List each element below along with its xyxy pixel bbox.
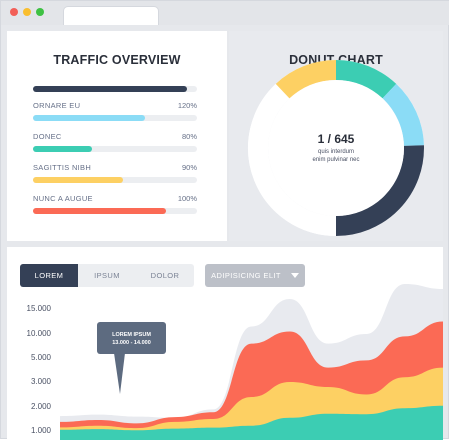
traffic-item-bar-fill bbox=[33, 146, 92, 152]
close-window-dot-icon[interactable] bbox=[10, 8, 18, 16]
donut-chart-panel: DONUT CHART 1 / 645 quis interdum enim p… bbox=[229, 31, 443, 241]
window-titlebar bbox=[1, 1, 449, 25]
tooltip-pointer bbox=[114, 353, 126, 395]
total-traffic-bar bbox=[33, 86, 197, 92]
traffic-item-bar bbox=[33, 208, 197, 214]
donut-center-value: 1 / 645 bbox=[286, 132, 386, 146]
traffic-item-bar bbox=[33, 115, 197, 121]
traffic-item-label: DONEC bbox=[33, 132, 62, 141]
browser-tab[interactable] bbox=[63, 6, 159, 25]
traffic-item-percent: 90% bbox=[182, 163, 197, 172]
tooltip-range: 13.000 - 14.000 bbox=[97, 339, 166, 347]
traffic-item-bar bbox=[33, 177, 197, 183]
traffic-item-percent: 100% bbox=[178, 194, 197, 203]
traffic-item-bar-fill bbox=[33, 177, 123, 183]
area-chart-panel: LOREM IPSUM DOLOR ADIPISICING ELIT 15.00… bbox=[7, 247, 443, 440]
traffic-item-label: NUNC A AUGUE bbox=[33, 194, 93, 203]
chart-tooltip: LOREM IPSUM 13.000 - 14.000 bbox=[97, 322, 166, 354]
tooltip-title: LOREM IPSUM bbox=[97, 331, 166, 339]
traffic-overview-panel: TRAFFIC OVERVIEW ORNARE EU 120% DONEC 80% SA… bbox=[7, 31, 227, 241]
traffic-item-bar-fill bbox=[33, 115, 145, 121]
donut-center-caption-1: quis interdum bbox=[286, 149, 386, 155]
traffic-item-label: SAGITTIS NIBH bbox=[33, 163, 91, 172]
total-traffic-bar-fill bbox=[33, 86, 187, 92]
area-chart bbox=[7, 247, 443, 440]
traffic-item-bar bbox=[33, 146, 197, 152]
traffic-item-bar-fill bbox=[33, 208, 166, 214]
donut-center bbox=[268, 80, 404, 216]
traffic-item-label: ORNARE EU bbox=[33, 101, 80, 110]
traffic-overview-title: TRAFFIC OVERVIEW bbox=[7, 53, 227, 67]
maximize-window-dot-icon[interactable] bbox=[36, 8, 44, 16]
traffic-item-percent: 120% bbox=[178, 101, 197, 110]
minimize-window-dot-icon[interactable] bbox=[23, 8, 31, 16]
donut-center-caption-2: enim pulvinar nec bbox=[286, 157, 386, 163]
traffic-item-percent: 80% bbox=[182, 132, 197, 141]
